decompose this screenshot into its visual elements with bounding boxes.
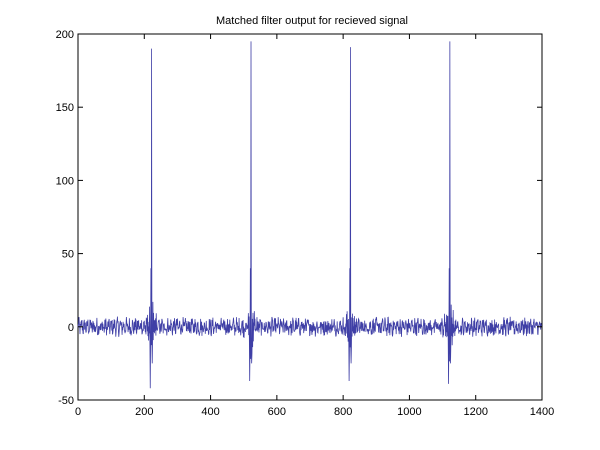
signal-series (77, 41, 543, 389)
y-tick-label: 50 (62, 249, 74, 261)
signal-line (77, 41, 543, 389)
y-tick-label: -50 (58, 395, 74, 407)
x-tick-label: 800 (334, 406, 352, 418)
x-tick-label: 200 (135, 406, 153, 418)
y-tick-label: 100 (56, 175, 74, 187)
x-tick-label: 0 (75, 406, 81, 418)
x-tick-label: 1400 (530, 406, 554, 418)
chart-title: Matched filter output for recieved signa… (216, 15, 408, 27)
x-tick-label: 1000 (397, 406, 421, 418)
x-axis: 0 200 400 600 800 1000 1200 1400 (75, 34, 554, 418)
x-tick-label: 1200 (463, 406, 487, 418)
y-tick-label: 150 (56, 102, 74, 114)
x-tick-label: 600 (268, 406, 286, 418)
plot-area (77, 33, 543, 401)
y-tick-label: 200 (56, 29, 74, 41)
y-axis: -50 0 50 100 150 200 (56, 29, 542, 407)
y-tick-label: 0 (68, 322, 74, 334)
x-tick-label: 400 (201, 406, 219, 418)
